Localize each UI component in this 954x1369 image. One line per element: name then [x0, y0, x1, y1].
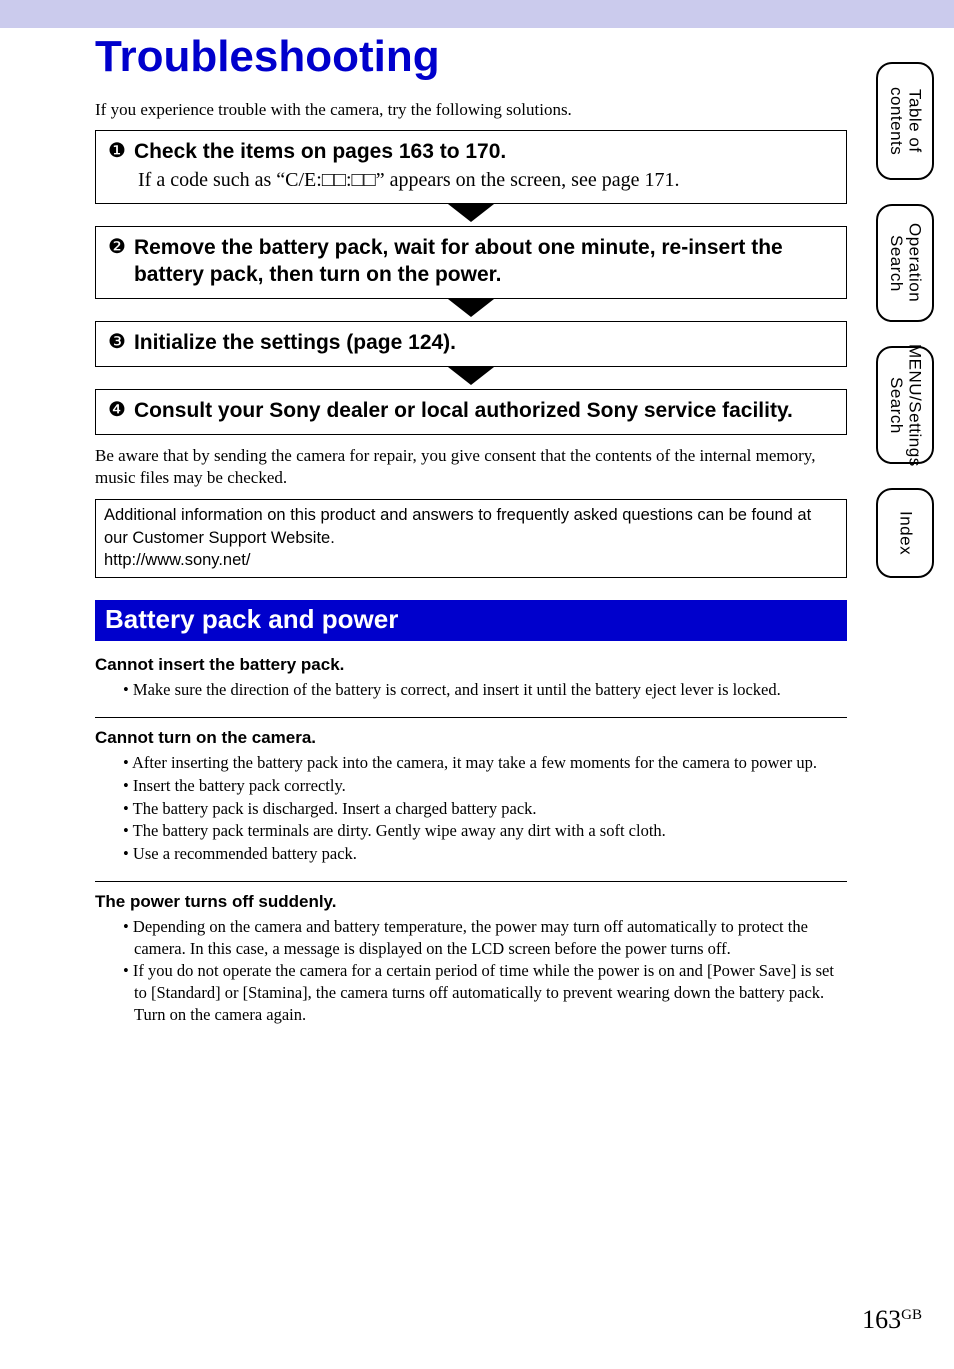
step-number-icon: ❹ — [108, 398, 126, 422]
issue-block: Cannot insert the battery pack. Make sur… — [95, 655, 847, 701]
step-box-3: ❸ Initialize the settings (page 124). — [95, 321, 847, 367]
intro-text: If you experience trouble with the camer… — [95, 100, 847, 120]
down-arrow-icon — [95, 204, 847, 226]
tab-table-of-contents[interactable]: Table of contents — [876, 62, 934, 180]
step-box-4: ❹ Consult your Sony dealer or local auth… — [95, 389, 847, 435]
info-line-1: Additional information on this product a… — [104, 504, 838, 549]
issue-list: Depending on the camera and battery temp… — [95, 916, 847, 1026]
list-item: Insert the battery pack correctly. — [123, 775, 847, 797]
issue-block: Cannot turn on the camera. After inserti… — [95, 728, 847, 865]
page-number: 163GB — [862, 1305, 922, 1335]
step-number-icon: ❸ — [108, 330, 126, 354]
page-content: Troubleshooting If you experience troubl… — [95, 32, 847, 1027]
list-item: The battery pack is discharged. Insert a… — [123, 798, 847, 820]
list-item: The battery pack terminals are dirty. Ge… — [123, 820, 847, 842]
list-item: After inserting the battery pack into th… — [123, 752, 847, 774]
tab-label: Table of contents — [886, 64, 923, 178]
divider — [95, 881, 847, 882]
step-box-2: ❷ Remove the battery pack, wait for abou… — [95, 226, 847, 299]
step-title: Consult your Sony dealer or local author… — [134, 398, 793, 424]
header-band — [0, 0, 954, 28]
issue-title: Cannot turn on the camera. — [95, 728, 847, 748]
step-number-icon: ❷ — [108, 235, 126, 259]
tab-label: MENU/Settings Search — [886, 344, 923, 467]
tab-menu-settings-search[interactable]: MENU/Settings Search — [876, 346, 934, 464]
list-item: Depending on the camera and battery temp… — [123, 916, 847, 960]
issue-title: The power turns off suddenly. — [95, 892, 847, 912]
step-box-1: ❶ Check the items on pages 163 to 170. I… — [95, 130, 847, 204]
list-item: Use a recommended battery pack. — [123, 843, 847, 865]
step-title: Remove the battery pack, wait for about … — [134, 235, 834, 288]
down-arrow-icon — [95, 299, 847, 321]
down-arrow-icon — [95, 367, 847, 389]
tab-label: Index — [896, 511, 915, 555]
tab-index[interactable]: Index — [876, 488, 934, 578]
page-number-value: 163 — [862, 1305, 901, 1334]
step-number-icon: ❶ — [108, 139, 126, 163]
issue-block: The power turns off suddenly. Depending … — [95, 892, 847, 1026]
list-item: Make sure the direction of the battery i… — [123, 679, 847, 701]
tab-operation-search[interactable]: Operation Search — [876, 204, 934, 322]
issue-list: After inserting the battery pack into th… — [95, 752, 847, 865]
info-url[interactable]: http://www.sony.net/ — [104, 549, 838, 571]
step-title: Check the items on pages 163 to 170. — [134, 139, 506, 165]
step-subtext: If a code such as “C/E:□□:□□” appears on… — [138, 167, 834, 193]
section-heading: Battery pack and power — [95, 600, 847, 641]
divider — [95, 717, 847, 718]
info-box: Additional information on this product a… — [95, 499, 847, 578]
step-title: Initialize the settings (page 124). — [134, 330, 456, 356]
aware-note: Be aware that by sending the camera for … — [95, 445, 847, 489]
side-tabs: Table of contents Operation Search MENU/… — [876, 62, 938, 602]
issue-list: Make sure the direction of the battery i… — [95, 679, 847, 701]
list-item: If you do not operate the camera for a c… — [123, 960, 847, 1025]
page-title: Troubleshooting — [95, 32, 847, 82]
issue-title: Cannot insert the battery pack. — [95, 655, 847, 675]
page-number-suffix: GB — [901, 1307, 922, 1323]
tab-label: Operation Search — [886, 206, 923, 320]
